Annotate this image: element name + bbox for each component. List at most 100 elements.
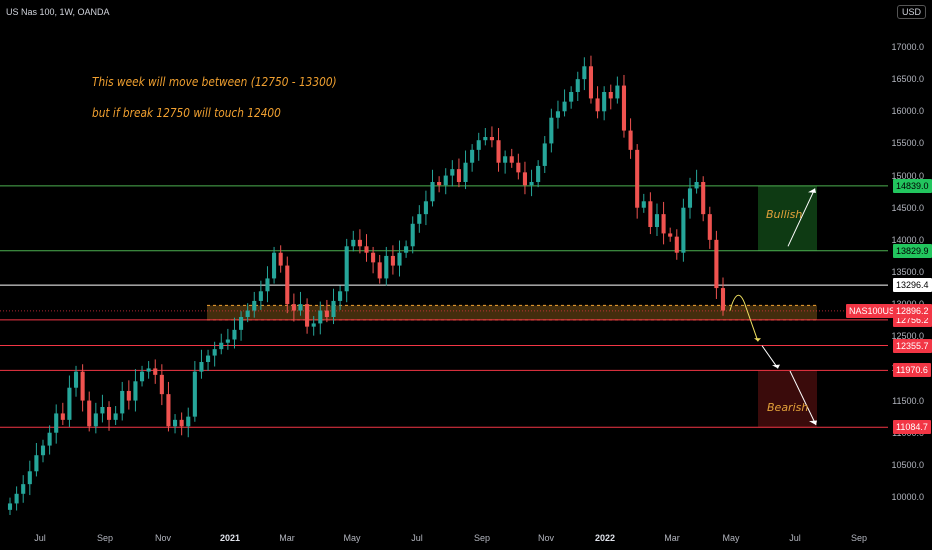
candle-body <box>212 349 217 356</box>
candle-body <box>146 368 151 372</box>
projection-path <box>729 294 759 342</box>
candle <box>239 311 244 341</box>
y-tick-label: 15000.0 <box>891 170 924 181</box>
candle-body <box>351 239 356 247</box>
candle <box>87 391 92 432</box>
candle <box>93 402 98 434</box>
candle <box>291 293 296 322</box>
x-tick-label: May <box>722 533 740 543</box>
bear-arrow-2-head <box>809 420 817 425</box>
candle <box>21 475 26 503</box>
candle-body <box>338 291 343 301</box>
candle <box>437 176 442 193</box>
candle <box>305 298 310 334</box>
y-tick-label: 10000.0 <box>891 492 924 502</box>
candle-body <box>265 278 270 292</box>
candle-body <box>285 265 290 305</box>
currency-button[interactable]: USD <box>896 5 926 19</box>
candle <box>549 108 554 153</box>
candle-body <box>437 182 442 186</box>
candle <box>338 285 343 310</box>
candle-body <box>73 371 79 388</box>
candle <box>40 439 46 463</box>
candle <box>648 192 653 235</box>
candle-body <box>384 255 389 279</box>
candle-body <box>219 342 224 350</box>
candle-body <box>93 413 98 427</box>
candle <box>582 57 587 91</box>
candle-body <box>80 371 85 401</box>
candle-body <box>7 503 13 510</box>
candle-body <box>602 92 607 112</box>
candle <box>27 460 32 496</box>
candle <box>351 230 356 252</box>
candle <box>67 375 72 427</box>
candle-body <box>331 300 336 317</box>
candle <box>80 364 85 412</box>
candle <box>384 246 389 286</box>
candle-body <box>179 419 184 427</box>
candle <box>707 206 712 249</box>
candle-body <box>60 413 65 420</box>
candle <box>404 240 409 258</box>
y-tick-label: 16000.0 <box>891 106 924 117</box>
candle-body <box>562 101 567 112</box>
candle-body <box>681 207 686 253</box>
candle-body <box>661 214 666 234</box>
candle-body <box>67 387 72 420</box>
candle <box>324 299 329 323</box>
candle <box>569 86 574 109</box>
candle-body <box>615 85 620 99</box>
candle <box>410 216 415 254</box>
bearish-label: Bearish <box>767 401 809 414</box>
candle <box>390 245 395 275</box>
annotation-line-2: but if break 12750 will touch 12400 <box>92 106 281 120</box>
candle <box>654 203 660 236</box>
candle <box>476 132 481 161</box>
candle <box>509 148 514 168</box>
candle-body <box>390 255 395 266</box>
y-tick-label: 13500.0 <box>891 267 924 277</box>
candle-body <box>694 182 699 189</box>
candle <box>278 245 283 273</box>
candle <box>430 169 435 207</box>
x-tick-label: 2022 <box>594 533 616 543</box>
candle-body <box>199 362 204 372</box>
candle-body <box>186 416 191 427</box>
candle-body <box>423 201 428 215</box>
candle <box>212 341 217 367</box>
candle <box>344 238 349 303</box>
candle <box>199 349 204 379</box>
candle-body <box>239 317 244 330</box>
candle-body <box>450 169 455 176</box>
projection-arrowhead <box>754 338 761 342</box>
candle <box>450 160 455 187</box>
candle <box>258 280 263 310</box>
candle-body <box>720 288 726 311</box>
x-tick-label: 2021 <box>219 533 241 543</box>
candle <box>371 246 376 274</box>
candle <box>153 359 158 384</box>
bear-arrow-2 <box>789 370 817 426</box>
candle <box>47 425 52 455</box>
candle-body <box>14 493 19 504</box>
x-tick-label: May <box>343 533 361 543</box>
candle-body <box>166 394 171 427</box>
candle-body <box>87 400 92 427</box>
candle <box>377 254 382 284</box>
candle <box>285 256 290 314</box>
candle-body <box>133 381 138 401</box>
candle-body <box>443 175 448 186</box>
level-badge: 14839.0 <box>893 178 932 193</box>
candle-body <box>245 310 250 317</box>
candle-body <box>397 252 402 266</box>
candle-body <box>357 239 362 247</box>
candle-body <box>106 407 112 420</box>
candle-body <box>54 413 59 433</box>
candle <box>417 205 422 233</box>
x-tick-label: Nov <box>154 533 172 543</box>
candle <box>7 497 13 515</box>
candle <box>73 365 79 397</box>
x-tick-label: Sep <box>850 533 868 543</box>
